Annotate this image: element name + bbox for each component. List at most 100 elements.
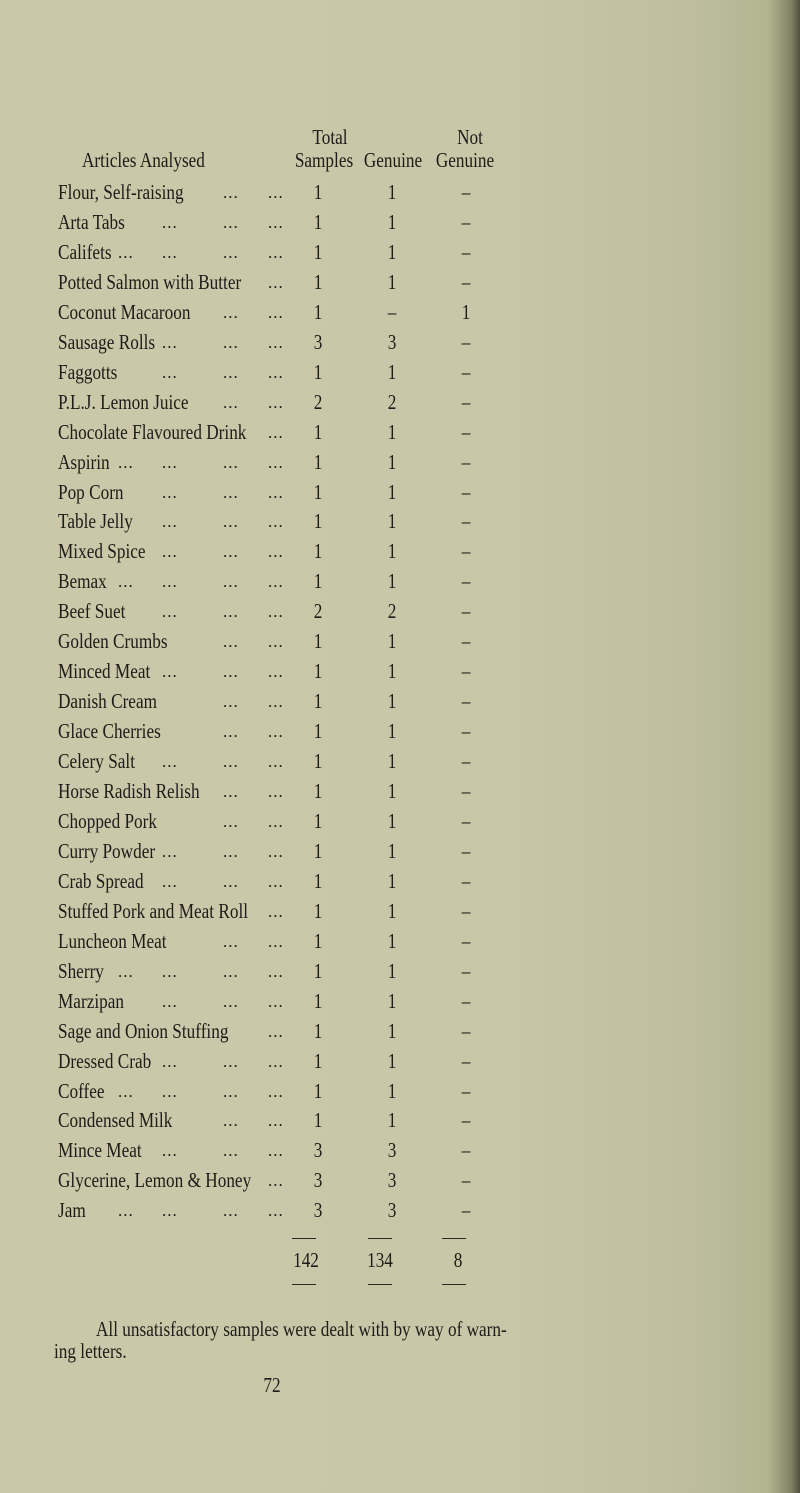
- leader-dots: ...: [268, 1201, 284, 1221]
- genuine-rule-top: [368, 1238, 392, 1239]
- genuine-count: 2: [387, 599, 397, 624]
- total-rule-top: [292, 1238, 316, 1239]
- article-name: Glace Cherries: [58, 719, 161, 744]
- leader-dots: ...: [118, 572, 134, 592]
- genuine-count: 3: [387, 1138, 397, 1163]
- genuine-count: 3: [387, 1168, 397, 1193]
- leader-dots: ...: [268, 242, 284, 262]
- article-name: Chopped Pork: [58, 808, 158, 833]
- not-genuine-count: –: [461, 449, 471, 474]
- leader-dots: ...: [162, 332, 178, 352]
- leader-dots: ...: [268, 482, 284, 502]
- leader-dots: ...: [118, 961, 134, 981]
- leader-dots: ...: [268, 392, 284, 412]
- article-name: P.L.J. Lemon Juice: [58, 389, 189, 414]
- leader-dots: ...: [223, 392, 239, 412]
- leader-dots: ...: [162, 662, 178, 682]
- total-samples: 1: [313, 1048, 323, 1073]
- total-samples: 1: [313, 180, 323, 204]
- leader-dots: ...: [268, 782, 284, 801]
- not-genuine-count: –: [461, 749, 471, 774]
- total-samples: 3: [313, 1168, 323, 1193]
- genuine-count: 1: [387, 239, 397, 264]
- article-name: Celery Salt: [58, 749, 136, 774]
- leader-dots: ...: [223, 452, 239, 472]
- not-genuine-count: –: [461, 988, 471, 1013]
- article-name: Potted Salmon with Butter: [58, 269, 242, 294]
- total-samples: 1: [313, 928, 323, 953]
- leader-dots: ...: [268, 1141, 284, 1161]
- totals-not-genuine: 8: [453, 1248, 463, 1272]
- article-name: Sage and Onion Stuffing: [58, 1018, 229, 1043]
- leader-dots: ...: [162, 991, 178, 1011]
- leader-dots: ...: [162, 1201, 178, 1221]
- footer-note-line1: All unsatisfactory samples were dealt wi…: [96, 1317, 507, 1341]
- genuine-count: 1: [387, 898, 397, 923]
- genuine-count: 1: [387, 1078, 397, 1103]
- total-samples: 1: [313, 719, 323, 744]
- leader-dots: ...: [223, 692, 239, 712]
- genuine-count: 1: [387, 928, 397, 953]
- leader-dots: ...: [268, 871, 284, 891]
- leader-dots: ...: [162, 212, 178, 232]
- total-samples: 1: [313, 1078, 323, 1103]
- leader-dots: ...: [268, 1081, 284, 1101]
- totals-genuine: 134: [367, 1248, 393, 1272]
- not-genuine-count: –: [461, 1048, 471, 1073]
- genuine-count: 3: [387, 329, 397, 354]
- leader-dots: ...: [268, 1171, 284, 1191]
- leader-dots: ...: [223, 782, 239, 801]
- leader-dots: ...: [268, 602, 284, 622]
- leader-dots: ...: [223, 871, 239, 891]
- header-total-line1: Total: [312, 125, 348, 149]
- leader-dots: ...: [118, 1081, 134, 1101]
- leader-dots: ...: [223, 1081, 239, 1101]
- not-genuine-count: –: [461, 958, 471, 983]
- not-genuine-count: –: [461, 1198, 471, 1223]
- leader-dots: ...: [162, 752, 178, 772]
- genuine-count: 1: [387, 209, 397, 234]
- genuine-count: 1: [387, 359, 397, 384]
- genuine-count: 1: [387, 449, 397, 474]
- leader-dots: ...: [118, 452, 134, 472]
- leader-dots: ...: [223, 482, 239, 502]
- total-samples: 1: [313, 509, 323, 534]
- header-not-genuine-line1: Not: [457, 125, 483, 149]
- header-articles-analysed: Articles Analysed: [82, 148, 205, 172]
- not-genuine-count: –: [461, 329, 471, 354]
- leader-dots: ...: [223, 572, 239, 592]
- genuine-count: 1: [387, 479, 397, 504]
- leader-dots: ...: [223, 183, 239, 202]
- article-name: Sausage Rolls: [58, 329, 156, 354]
- totals-total: 142: [293, 1248, 319, 1272]
- total-samples: 1: [313, 419, 323, 444]
- leader-dots: ...: [223, 542, 239, 562]
- leader-dots: ...: [223, 811, 239, 831]
- leader-dots: ...: [223, 752, 239, 772]
- leader-dots: ...: [268, 572, 284, 592]
- leader-dots: ...: [268, 422, 284, 442]
- leader-dots: ...: [268, 332, 284, 352]
- leader-dots: ...: [223, 1141, 239, 1161]
- article-name: Aspirin: [58, 449, 110, 474]
- article-name: Faggotts: [58, 359, 118, 384]
- genuine-count: 2: [387, 389, 397, 414]
- not-genuine-count: –: [461, 1018, 471, 1043]
- article-name: Glycerine, Lemon & Honey: [58, 1168, 252, 1193]
- genuine-count: 1: [387, 569, 397, 594]
- total-samples: 2: [313, 389, 323, 414]
- not-genuine-count: –: [461, 1168, 471, 1193]
- leader-dots: ...: [223, 961, 239, 981]
- leader-dots: ...: [268, 961, 284, 981]
- leader-dots: ...: [162, 1051, 178, 1071]
- genuine-count: 1: [387, 180, 397, 204]
- total-samples: 1: [313, 749, 323, 774]
- article-name: Luncheon Meat: [58, 928, 167, 953]
- genuine-count: 1: [387, 1048, 397, 1073]
- not-genuine-count: –: [461, 838, 471, 863]
- leader-dots: ...: [268, 183, 284, 202]
- header-not-genuine-line2: Genuine: [435, 148, 495, 172]
- not-genuine-count: –: [461, 239, 471, 264]
- genuine-count: 1: [387, 988, 397, 1013]
- leader-dots: ...: [223, 1051, 239, 1071]
